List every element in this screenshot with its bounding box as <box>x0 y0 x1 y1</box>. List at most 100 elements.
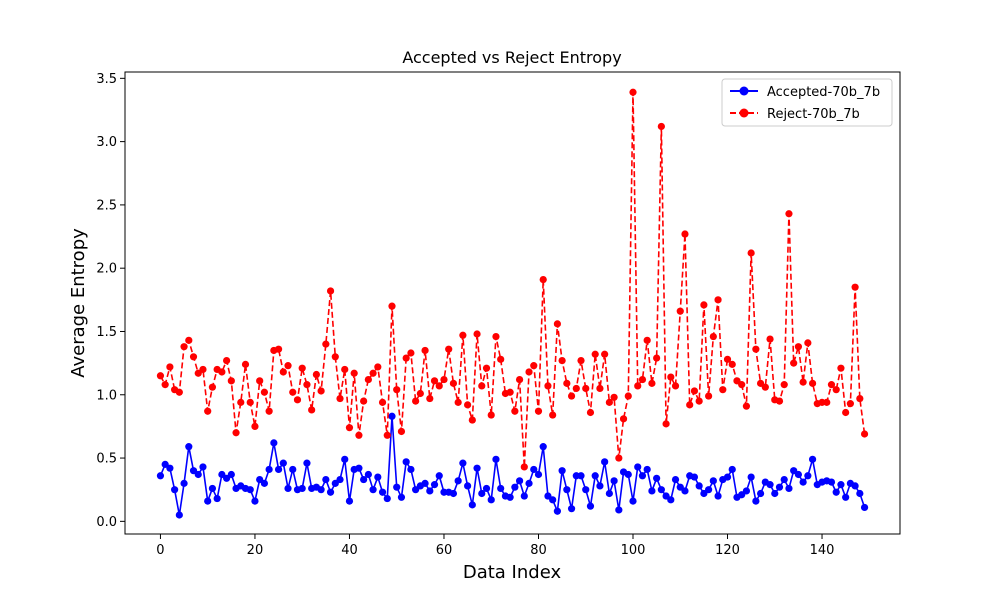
y-tick-label: 1.5 <box>96 325 117 340</box>
data-point-accepted <box>624 470 632 479</box>
data-point-reject <box>827 381 836 389</box>
data-point-reject <box>345 424 354 432</box>
data-point-reject <box>856 394 864 403</box>
data-point-accepted <box>246 486 254 494</box>
data-point-reject <box>218 368 226 376</box>
data-point-accepted <box>388 412 396 420</box>
data-point-accepted <box>407 465 415 474</box>
data-point-reject <box>478 382 486 390</box>
data-point-accepted <box>464 482 472 490</box>
data-point-reject <box>525 368 533 376</box>
data-point-accepted <box>586 502 595 510</box>
data-point-reject <box>808 379 817 387</box>
series-line-reject <box>159 91 866 468</box>
data-point-accepted <box>605 489 613 498</box>
data-point-accepted <box>317 486 325 494</box>
data-point-reject <box>459 331 467 339</box>
data-point-accepted <box>766 481 774 489</box>
data-point-accepted <box>180 479 188 487</box>
legend-label-reject: Reject-70b_7b <box>767 107 860 122</box>
data-point-reject <box>374 363 382 371</box>
data-point-accepted <box>199 463 207 471</box>
data-point-reject <box>577 356 585 365</box>
data-point-reject <box>350 369 358 377</box>
data-point-reject <box>596 384 604 393</box>
data-point-accepted <box>204 497 212 505</box>
data-point-reject <box>657 122 665 131</box>
data-point-reject <box>586 408 595 417</box>
data-point-reject <box>686 401 694 409</box>
data-point-accepted <box>360 475 368 484</box>
data-point-accepted <box>615 506 623 514</box>
legend-label-accepted: Accepted-70b_7b <box>767 85 880 100</box>
data-point-reject <box>237 398 245 406</box>
data-point-accepted <box>596 482 604 490</box>
data-point-reject <box>492 332 500 341</box>
data-point-reject <box>511 407 519 415</box>
data-point-reject <box>412 397 420 405</box>
data-point-reject <box>534 407 543 415</box>
data-point-accepted <box>643 465 651 474</box>
data-point-accepted <box>289 465 297 474</box>
data-point-reject <box>719 386 727 394</box>
data-point-accepted <box>487 496 495 504</box>
data-point-reject <box>539 275 547 284</box>
data-point-accepted <box>808 455 817 463</box>
data-point-reject <box>487 411 495 419</box>
data-point-reject <box>199 365 207 374</box>
data-point-accepted <box>279 459 287 467</box>
data-point-accepted <box>194 470 202 479</box>
data-point-accepted <box>577 472 585 480</box>
data-point-reject <box>851 283 859 291</box>
data-point-reject <box>572 384 580 393</box>
data-point-accepted <box>393 483 401 491</box>
data-point-accepted <box>166 464 174 472</box>
data-point-accepted <box>374 473 382 481</box>
data-point-reject <box>591 350 599 358</box>
data-point-accepted <box>171 486 179 494</box>
data-point-reject <box>166 363 174 371</box>
x-tick-label: 0 <box>156 543 164 558</box>
data-point-reject <box>369 369 377 377</box>
y-tick-label: 2.5 <box>96 198 117 213</box>
data-point-reject <box>364 375 372 384</box>
data-point-reject <box>180 343 188 351</box>
legend-box <box>721 78 893 127</box>
data-point-reject <box>515 375 524 384</box>
data-point-accepted <box>322 475 330 484</box>
data-point-reject <box>175 388 183 396</box>
data-point-reject <box>723 355 732 363</box>
data-point-reject <box>232 429 240 437</box>
data-point-accepted <box>497 484 505 493</box>
data-point-accepted <box>563 486 571 494</box>
data-point-accepted <box>837 481 845 489</box>
data-point-reject <box>761 383 769 391</box>
data-point-reject <box>407 349 415 357</box>
data-point-reject <box>336 394 344 403</box>
data-point-accepted <box>601 458 609 466</box>
data-point-reject <box>643 336 651 344</box>
data-point-reject <box>832 386 840 394</box>
data-point-accepted <box>274 465 283 474</box>
data-point-accepted <box>326 488 335 496</box>
data-point-reject <box>440 375 448 384</box>
data-point-reject <box>284 362 292 370</box>
data-point-reject <box>468 416 476 424</box>
data-point-accepted <box>756 489 765 498</box>
data-point-reject <box>360 397 368 405</box>
data-point-reject <box>246 398 254 406</box>
data-point-accepted <box>369 486 377 494</box>
data-point-reject <box>638 375 647 384</box>
data-point-reject <box>842 408 850 417</box>
data-point-accepted <box>213 494 221 503</box>
data-point-reject <box>260 388 269 396</box>
data-point-accepted <box>364 470 372 479</box>
data-point-reject <box>241 360 250 368</box>
data-point-accepted <box>780 475 788 484</box>
data-point-reject <box>653 354 661 362</box>
data-point-reject <box>563 379 571 387</box>
data-point-reject <box>298 364 306 372</box>
x-tick-label: 100 <box>621 543 646 558</box>
data-point-accepted <box>251 497 259 505</box>
data-point-reject <box>430 377 439 385</box>
